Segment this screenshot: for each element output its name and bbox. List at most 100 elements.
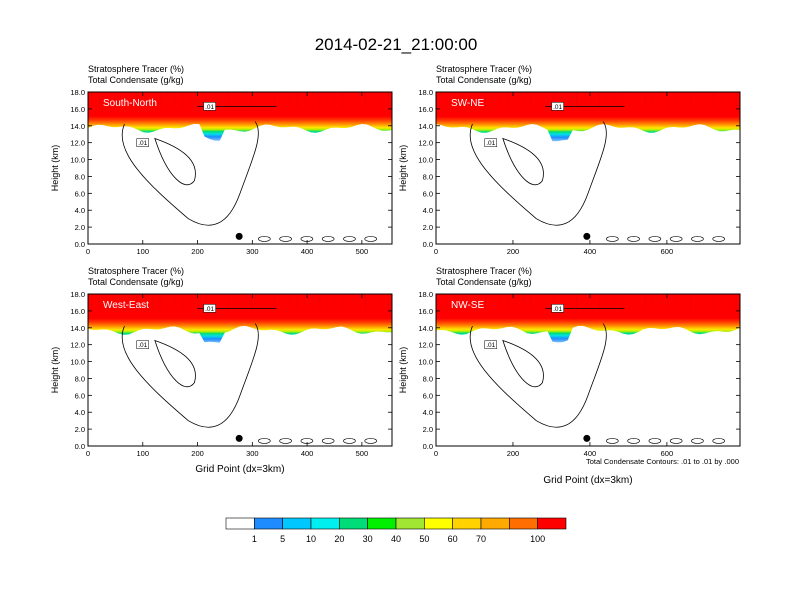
panels-group: Stratosphere Tracer (%) Total Condensate …	[50, 64, 741, 486]
contour-label-box	[551, 102, 564, 111]
x-tick-label: 400	[584, 449, 597, 458]
colorbar-swatch	[310, 517, 340, 530]
y-tick-label: 16.0	[70, 105, 85, 114]
y-tick-label: 6.0	[75, 189, 85, 198]
x-tick-label: 200	[191, 247, 204, 256]
condensate-contour	[121, 121, 259, 226]
condensate-contour-inner	[502, 339, 544, 388]
low-cloud-contour	[712, 438, 726, 444]
y-tick-label: 2.0	[423, 223, 433, 232]
y-tick-label: 16.0	[418, 105, 433, 114]
low-cloud-contour	[627, 438, 640, 444]
x-tick-label: 0	[86, 247, 90, 256]
low-cloud-contour	[279, 236, 292, 242]
colorbar-swatch	[452, 517, 482, 530]
colorbar-swatch	[367, 517, 397, 530]
low-cloud-contour	[627, 236, 640, 242]
tracer-field	[436, 294, 740, 343]
panel-name: West-East	[103, 300, 149, 311]
contour-label: .01	[205, 306, 214, 313]
condensate-contour-inner	[502, 137, 544, 186]
y-tick-label: 2.0	[75, 425, 85, 434]
y-tick-label: 10.0	[70, 358, 85, 367]
y-tick-label: 14.0	[418, 324, 433, 333]
y-tick-label: 2.0	[423, 425, 433, 434]
low-cloud-contour	[691, 236, 704, 242]
plot-frame	[87, 91, 393, 245]
y-axis-label: Height (km)	[50, 145, 60, 192]
y-tick-label: 0.0	[75, 240, 85, 249]
location-marker	[235, 232, 243, 240]
low-cloud-contour	[258, 236, 271, 242]
y-tick-label: 18.0	[418, 88, 433, 97]
colorbar-label: 10	[306, 534, 316, 544]
x-tick-label: 100	[137, 449, 150, 458]
panel-header-tracer: Stratosphere Tracer (%)	[436, 266, 532, 276]
condensate-contour-inner	[154, 339, 196, 388]
y-tick-label: 18.0	[70, 88, 85, 97]
contour-label-box	[484, 138, 497, 147]
x-tick-label: 400	[301, 247, 314, 256]
low-cloud-contour	[648, 438, 662, 444]
colorbar-label: 30	[363, 534, 373, 544]
x-axis-label: Grid Point (dx=3km)	[543, 475, 632, 486]
low-cloud-contour	[343, 236, 356, 242]
contour-label: .01	[553, 104, 562, 111]
panel-header-tracer: Stratosphere Tracer (%)	[436, 64, 532, 74]
tracer-field	[88, 92, 392, 141]
low-cloud-contour	[321, 236, 335, 242]
low-cloud-contour	[606, 236, 619, 242]
x-axis-label: Grid Point (dx=3km)	[195, 464, 284, 475]
location-marker	[583, 434, 591, 442]
y-tick-label: 0.0	[75, 442, 85, 451]
x-tick-label: 200	[191, 449, 204, 458]
tracer-field	[436, 92, 740, 142]
colorbar-swatch	[480, 517, 510, 530]
low-cloud-contour	[606, 438, 619, 444]
x-tick-label: 0	[434, 247, 438, 256]
x-tick-label: 200	[507, 247, 520, 256]
low-cloud-contour	[364, 236, 378, 242]
low-cloud-contour	[712, 236, 726, 242]
contour-label: .01	[486, 140, 495, 147]
panel-header-condensate: Total Condensate (g/kg)	[88, 75, 184, 85]
x-tick-label: 500	[356, 247, 369, 256]
y-tick-label: 6.0	[423, 391, 433, 400]
y-tick-label: 4.0	[75, 206, 85, 215]
y-tick-label: 18.0	[418, 290, 433, 299]
contour-label-box	[484, 340, 497, 349]
y-tick-label: 4.0	[423, 408, 433, 417]
x-tick-label: 300	[246, 449, 259, 458]
colorbar-label: 40	[391, 534, 401, 544]
colorbar-swatch	[509, 517, 538, 530]
y-tick-label: 8.0	[423, 172, 433, 181]
x-tick-label: 0	[434, 449, 438, 458]
y-tick-label: 16.0	[418, 307, 433, 316]
plot-area: .01 .01	[436, 92, 740, 242]
colorbar-swatch	[395, 517, 425, 530]
y-tick-label: 6.0	[423, 189, 433, 198]
low-cloud-contour	[279, 438, 292, 444]
colorbar-label: 20	[334, 534, 344, 544]
y-tick-label: 8.0	[423, 374, 433, 383]
low-cloud-contour	[669, 438, 683, 444]
y-tick-label: 18.0	[70, 290, 85, 299]
plot-frame	[435, 91, 741, 245]
condensate-contour	[469, 121, 607, 226]
plot-frame	[435, 293, 741, 447]
location-marker	[583, 232, 591, 240]
panel-name: NW-SE	[451, 300, 484, 311]
y-tick-label: 14.0	[70, 122, 85, 131]
y-tick-label: 0.0	[423, 442, 433, 451]
y-tick-label: 8.0	[75, 374, 85, 383]
plot-area: .01 .01	[88, 92, 392, 242]
colorbar-label: 5	[280, 534, 285, 544]
x-tick-label: 600	[661, 449, 674, 458]
y-tick-label: 4.0	[423, 206, 433, 215]
x-tick-label: 0	[86, 449, 90, 458]
y-tick-label: 10.0	[418, 156, 433, 165]
low-cloud-contour	[691, 438, 704, 444]
y-tick-label: 14.0	[418, 122, 433, 131]
contour-label: .01	[138, 140, 147, 147]
